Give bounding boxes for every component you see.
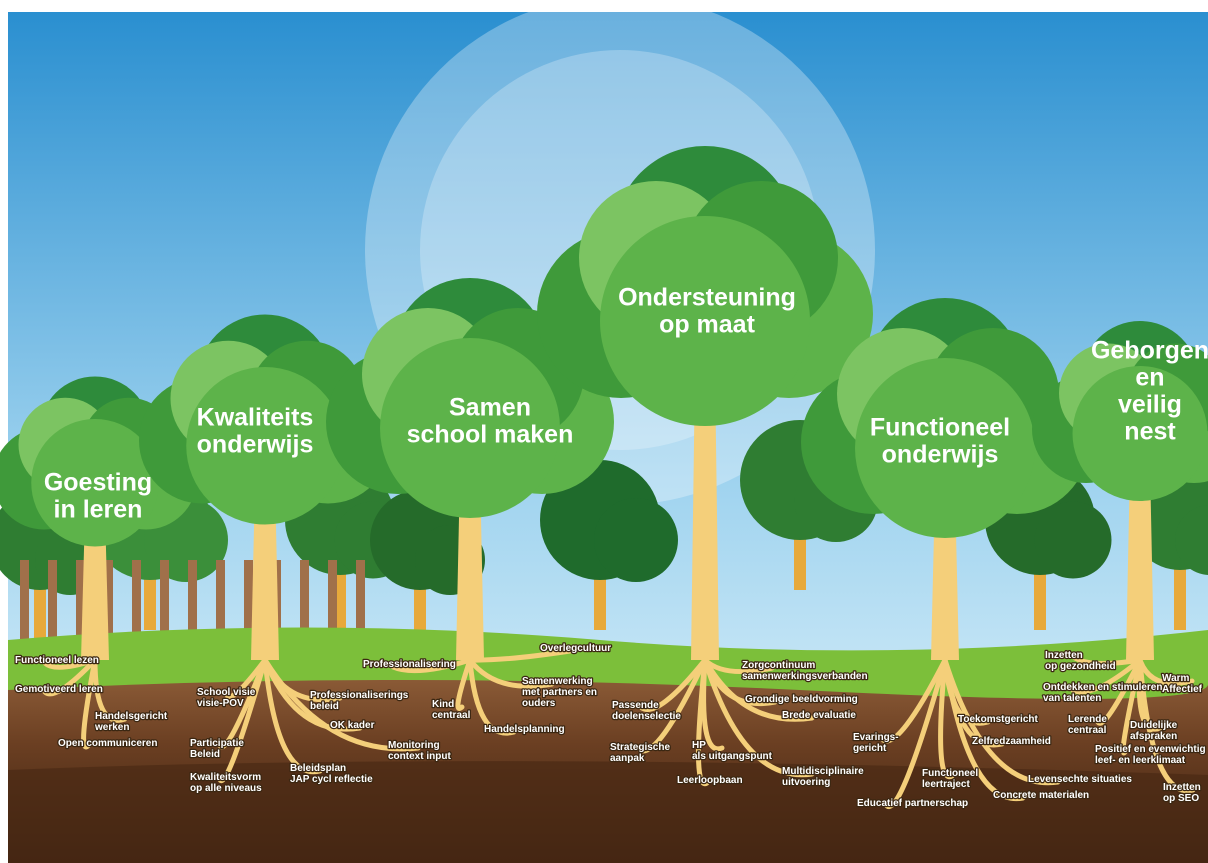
root-label: Concrete materialen [993,790,1089,801]
tree-title: onderwijs [197,431,314,459]
root-label: Gemotiveerd leren [15,684,103,695]
illustration: Goestingin leren Functioneel lezen Gemotiv… [0,0,1208,863]
root-label: Functioneel lezen [15,655,99,666]
root-label: op gezondheid [1045,661,1116,672]
tree-title: school maken [407,421,574,449]
root-label: HP [692,740,706,751]
root-label: Handelsgericht [95,711,168,722]
root-label: leertraject [922,779,970,790]
root-label: samenwerkingsverbanden [742,671,868,682]
root-label: Educatief partnerschap [857,798,968,809]
root-label: Functioneel [922,768,978,779]
root-label: doelenselectie [612,711,681,722]
root-label: Positief en evenwichtig [1095,744,1206,755]
root-label: School visie [197,687,256,698]
root-label: Passende [612,700,659,711]
root-label: Kind [432,699,454,710]
tree-title: in leren [54,496,143,524]
tree-title: Geborgen [1091,337,1208,365]
root-label: Monitoring [388,740,440,751]
root-label: Kwaliteitsvorm [190,772,261,783]
root-label: als uitgangspunt [692,751,773,762]
root-label: Inzetten [1163,782,1201,793]
root-label: Professionalisering [363,659,456,670]
root-label: Toekomstgericht [958,714,1038,725]
root-label: uitvoering [782,777,830,788]
root-label: leef- en leerklimaat [1095,755,1186,766]
root-label: met partners en [522,687,597,698]
root-label: Evarings- [853,732,899,743]
tree-title: Ondersteuning [618,284,796,312]
tree-title: nest [1124,418,1176,446]
root-label: context input [388,751,451,762]
root-label: Professionaliserings [310,690,409,701]
root-label: op SEO [1163,793,1199,804]
root-label: Participatie [190,738,244,749]
root-label: Brede evaluatie [782,710,856,721]
bg-crown [594,498,678,582]
bg-trunk [48,560,57,640]
root-label: Affectief [1162,684,1203,695]
root-label: Handelsplanning [484,724,565,735]
tree-title: Kwaliteits [197,404,314,432]
root-label: werken [94,722,129,733]
root-label: Ontdekken en stimuleren [1043,682,1162,693]
root-label: beleid [310,701,339,712]
root-label: afspraken [1130,731,1177,742]
root-label: Levensechte situaties [1028,774,1132,785]
root-label: Leerloopbaan [677,775,743,786]
root-label: van talenten [1043,693,1101,704]
root-label: Strategische [610,742,670,753]
root-label: Beleid [190,749,220,760]
tree-title: en [1135,364,1164,392]
root-label: Multidisciplinaire [782,766,864,777]
root-label: OK kader [330,720,375,731]
bg-crown [1035,502,1112,579]
root-label: Beleidsplan [290,763,346,774]
bg-trunk [160,560,169,640]
root-label: Open communiceren [58,738,157,749]
root-label: centraal [1068,725,1107,736]
root-label: ouders [522,698,556,709]
tree-title: onderwijs [882,441,999,469]
root-label: Overlegcultuur [540,643,611,654]
root-label: Zelfredzaamheid [972,736,1051,747]
root-label: gericht [853,743,887,754]
tree-title: Goesting [44,469,152,497]
tree-title: Functioneel [870,414,1010,442]
root-label: op alle niveaus [190,783,262,794]
root-label: centraal [432,710,471,721]
root-label: visie-POV [197,698,244,709]
tree-title: op maat [659,311,756,339]
root-label: Duidelijke [1130,720,1178,731]
root-label: Inzetten [1045,650,1083,661]
root-label: JAP cycl reflectie [290,774,373,785]
root-label: Warm [1162,673,1190,684]
bg-trunk [216,560,225,640]
root-label: Zorgcontinuum [742,660,815,671]
tree-title: Samen [449,394,531,422]
root-label: Samenwerking [522,676,593,687]
root-label: aanpak [610,753,645,764]
bg-trunk [188,560,197,640]
bg-trunk [20,560,29,640]
root-label: Lerende [1068,714,1107,725]
tree-title: veilig [1118,391,1182,419]
bg-trunk [132,560,141,640]
root-label: Grondige beeldvorming [745,694,858,705]
